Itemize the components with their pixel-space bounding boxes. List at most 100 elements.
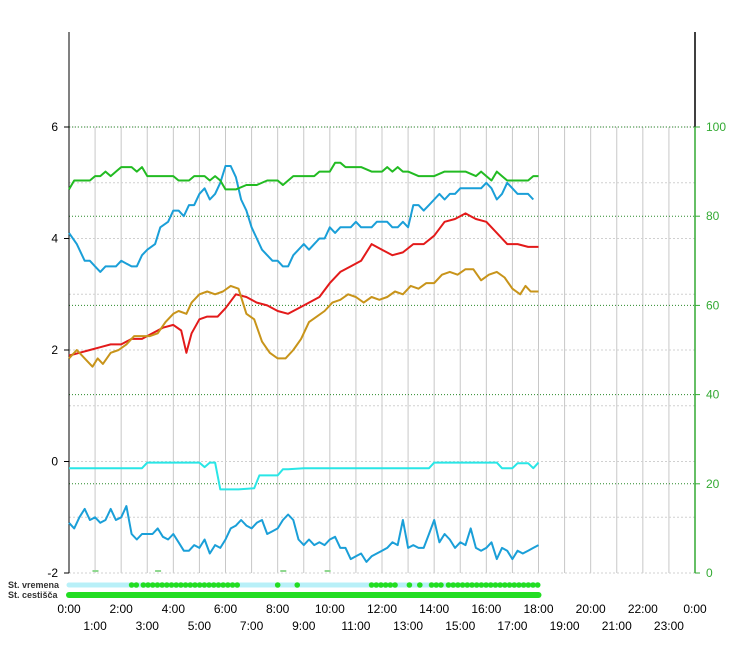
status-dot [478, 582, 485, 588]
series-line-4 [69, 461, 540, 491]
x-tick-label: 21:00 [602, 619, 632, 633]
x-tick-label: 2:00 [109, 602, 133, 616]
status-dot [133, 582, 140, 588]
right-tick-label: 80 [706, 209, 720, 223]
status-dot [450, 582, 457, 588]
status-dot [206, 582, 212, 588]
status-dot [201, 582, 208, 588]
left-tick-label: 0 [51, 455, 58, 469]
status-dot [497, 582, 503, 588]
x-tick-label: 13:00 [393, 619, 423, 633]
series-line-2 [68, 212, 539, 357]
status-dot [469, 582, 475, 588]
x-tick-label: 12:00 [367, 602, 397, 616]
x-tick-label: 14:00 [419, 602, 449, 616]
status-dot [530, 582, 536, 588]
status-dot [196, 582, 203, 588]
status-dot [229, 582, 236, 588]
right-tick-label: 0 [706, 566, 713, 580]
series-line-6 [68, 161, 539, 191]
x-tick-label: 9:00 [292, 619, 316, 633]
status-dot [128, 582, 135, 588]
status-row-label: St. cestišča [8, 590, 59, 600]
x-tick-label: 15:00 [445, 619, 475, 633]
right-tick-label: 100 [706, 120, 726, 134]
status-row-label: St. vremena [8, 580, 60, 590]
x-tick-label: 20:00 [576, 602, 606, 616]
status-dot [145, 582, 151, 588]
status-dot [168, 582, 175, 588]
x-tick-label: 8:00 [266, 602, 290, 616]
status-dot [464, 582, 471, 588]
x-tick-label: 0:00 [683, 602, 707, 616]
left-tick-label: 4 [51, 232, 58, 246]
status-dot [220, 582, 226, 588]
status-dot [473, 582, 480, 588]
status-dot [368, 582, 375, 588]
left-tick-label: 6 [51, 120, 58, 134]
x-tick-label: 4:00 [162, 602, 186, 616]
x-tick-label: 23:00 [654, 619, 684, 633]
status-dot [520, 582, 527, 588]
status-dot [445, 582, 452, 588]
left-tick-label: 2 [51, 343, 58, 357]
x-tick-label: 11:00 [341, 619, 370, 633]
status-dot [417, 582, 423, 588]
status-dot [502, 582, 508, 588]
status-dot [406, 582, 413, 588]
status-dot [487, 582, 494, 588]
status-dot [210, 582, 217, 588]
status-dot [294, 582, 301, 588]
status-dot [387, 582, 394, 588]
status-dot [173, 582, 180, 588]
status-dot [506, 582, 513, 588]
status-dot [525, 582, 532, 588]
x-tick-label: 0:00 [57, 602, 81, 616]
status-dot [459, 582, 466, 588]
status-dot [159, 582, 165, 588]
status-dot [378, 582, 384, 588]
series-line-5 [68, 505, 539, 563]
status-dot [428, 582, 435, 588]
x-tick-label: 10:00 [315, 602, 345, 616]
status-dot [225, 582, 231, 588]
status-dot [164, 582, 170, 588]
status-dot [516, 582, 522, 588]
x-tick-label: 18:00 [523, 602, 553, 616]
status-dot [140, 582, 147, 588]
x-tick-label: 1:00 [83, 619, 107, 633]
status-dot [274, 582, 281, 588]
status-dot [154, 582, 161, 588]
status-dot [373, 582, 380, 588]
x-tick-label: 17:00 [497, 619, 527, 633]
x-tick-label: 22:00 [628, 602, 658, 616]
status-dot [234, 582, 241, 588]
status-dot [182, 582, 189, 588]
x-tick-label: 6:00 [214, 602, 238, 616]
status-dot [492, 582, 499, 588]
status-dot [511, 582, 518, 588]
status-dot [192, 582, 198, 588]
status-dot [382, 582, 389, 588]
status-dot [149, 582, 156, 588]
status-dot [534, 582, 541, 588]
status-dot [433, 582, 440, 588]
status-dot [483, 582, 489, 588]
status-dot [392, 582, 398, 588]
status-dot [178, 582, 184, 588]
x-tick-label: 3:00 [136, 619, 160, 633]
x-tick-label: 5:00 [188, 619, 212, 633]
status-dot [438, 582, 444, 588]
status-dot [187, 582, 194, 588]
status-dot [455, 582, 461, 588]
status-dot [215, 582, 222, 588]
x-tick-label: 7:00 [240, 619, 264, 633]
x-tick-label: 19:00 [550, 619, 580, 633]
right-tick-label: 40 [706, 388, 720, 402]
right-tick-label: 60 [706, 298, 720, 312]
series-line-3 [68, 268, 539, 368]
left-tick-label: -2 [47, 566, 58, 580]
right-tick-label: 20 [706, 477, 720, 491]
